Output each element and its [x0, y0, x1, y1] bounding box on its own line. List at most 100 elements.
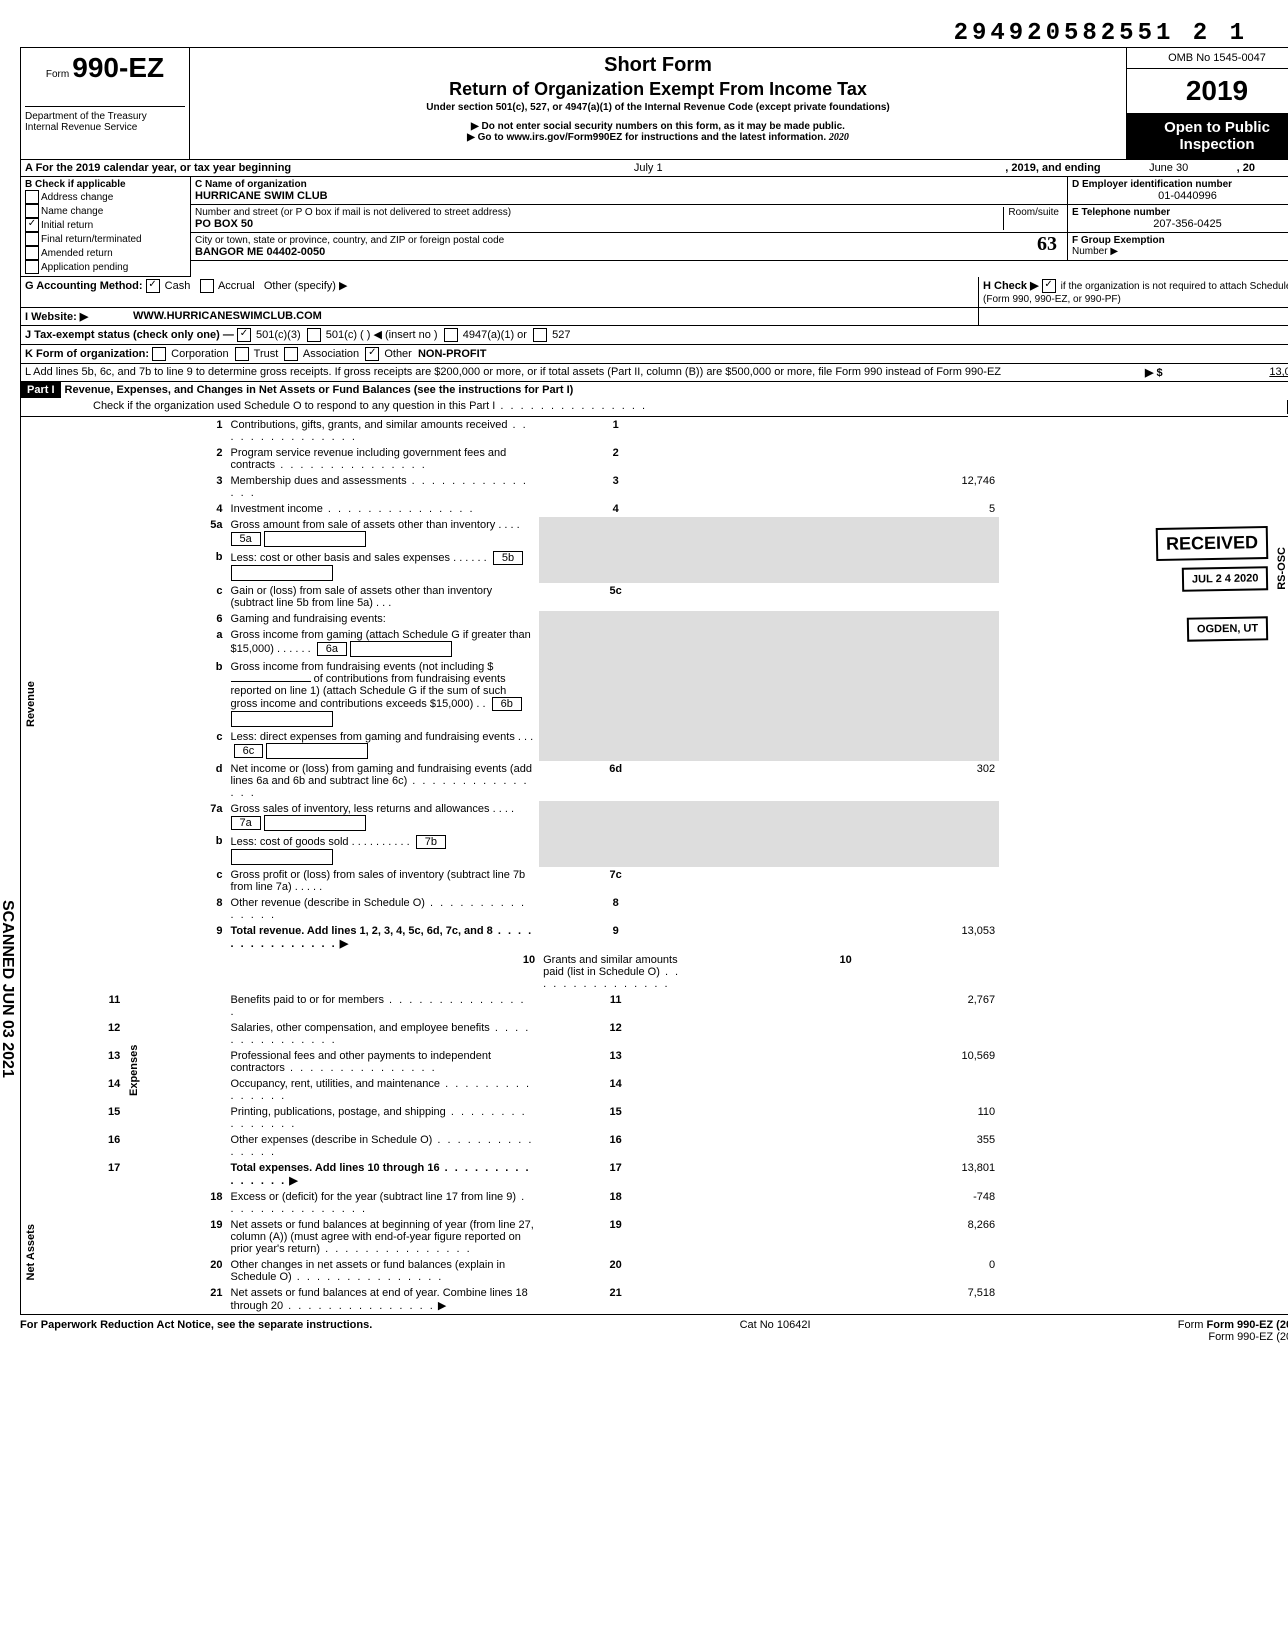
line-a-label: A For the 2019 calendar year, or tax yea… [21, 160, 295, 176]
part1-table: Revenue 1Contributions, gifts, grants, a… [20, 417, 1288, 1315]
line-a-begin: July 1 [295, 160, 1001, 176]
b-final-return[interactable]: Final return/terminated [25, 232, 186, 246]
box-d-label: D Employer identification number [1072, 179, 1288, 190]
room-suite-label: Room/suite [1003, 207, 1063, 230]
footer-right-full: Form 990-EZ (2019) [20, 1331, 1288, 1343]
subtitle: Under section 501(c), 527, or 4947(a)(1)… [194, 102, 1122, 113]
box-f-sub: Number ▶ [1072, 246, 1288, 257]
line11-amt: 2,767 [692, 992, 999, 1020]
line14-amt [692, 1076, 999, 1104]
line-i-label: I Website: ▶ [21, 308, 129, 325]
part1-label: Part I [21, 382, 61, 398]
b-name-change[interactable]: Name change [25, 204, 186, 218]
line-l-text: L Add lines 5b, 6c, and 7b to line 9 to … [21, 364, 1141, 381]
line-a-yearlabel: , 20 [1233, 160, 1259, 176]
line-a: A For the 2019 calendar year, or tax yea… [20, 160, 1288, 177]
box-c-addr-label: Number and street (or P O box if mail is… [195, 207, 1003, 218]
line1-amt [692, 417, 999, 445]
ssn-warning: ▶ Do not enter social security numbers o… [194, 121, 1122, 132]
telephone: 207-356-0425 [1072, 218, 1288, 230]
line12-amt [692, 1020, 999, 1048]
org-address: PO BOX 50 [195, 218, 1003, 230]
date-stamp: JUL 2 4 2020 [1181, 566, 1268, 592]
box-f-label: F Group Exemption [1072, 235, 1288, 246]
line19-amt: 8,266 [692, 1217, 999, 1257]
netassets-label: Net Assets [21, 1189, 125, 1315]
line2-amt [692, 445, 999, 473]
header-grid: B Check if applicable Address change Nam… [20, 177, 1288, 277]
form-label: Form [46, 69, 69, 80]
line13-amt: 10,569 [692, 1048, 999, 1076]
short-form-title: Short Form [194, 54, 1122, 77]
website: WWW.HURRICANESWIMCLUB.COM [129, 308, 978, 325]
barcode-number: 294920582551 2 1 [20, 20, 1288, 47]
part1-title: Revenue, Expenses, and Changes in Net As… [61, 382, 1288, 398]
box-b-header: B Check if applicable [25, 179, 186, 190]
box-c-name-label: C Name of organization [195, 179, 1063, 190]
line10-amt [999, 952, 1288, 992]
j-527-checkbox[interactable] [533, 328, 547, 342]
footer-left: For Paperwork Reduction Act Notice, see … [20, 1319, 372, 1331]
g-cash-checkbox[interactable]: ✓ [146, 279, 160, 293]
b-amended[interactable]: Amended return [25, 246, 186, 260]
page-footer: For Paperwork Reduction Act Notice, see … [20, 1315, 1288, 1331]
h-checkbox[interactable]: ✓ [1042, 279, 1056, 293]
scanned-stamp: SCANNED JUN 03 2021 [0, 900, 16, 1078]
line4-amt: 5 [692, 501, 999, 517]
j-501c-checkbox[interactable] [307, 328, 321, 342]
j-4947-checkbox[interactable] [444, 328, 458, 342]
k-assoc-checkbox[interactable] [284, 347, 298, 361]
revenue-label: Revenue [21, 417, 125, 992]
part1-checkline: Check if the organization used Schedule … [89, 398, 1283, 416]
line-a-mid: , 2019, and ending [1001, 160, 1104, 176]
line-a-endyear: 20 [1259, 160, 1288, 176]
line15-amt: 110 [692, 1104, 999, 1132]
form-number: 990-EZ [72, 52, 164, 83]
line-l-value: 13,053 [1199, 364, 1288, 381]
received-stamp: RECEIVED [1156, 526, 1269, 561]
dept-treasury: Department of the Treasury Internal Reve… [25, 106, 185, 133]
k-other-checkbox[interactable]: ✓ [365, 347, 379, 361]
org-city: BANGOR ME 04402-0050 63 [195, 246, 1063, 258]
footer-mid: Cat No 10642I [740, 1319, 811, 1331]
line3-amt: 12,746 [692, 473, 999, 501]
ein: 01-0440996 [1072, 190, 1288, 202]
expenses-label: Expenses [124, 952, 226, 1189]
line-g: G Accounting Method: ✓ Cash Accrual Othe… [21, 277, 978, 307]
line-j: J Tax-exempt status (check only one) — ✓… [21, 326, 1288, 344]
line16-amt: 355 [692, 1132, 999, 1160]
tax-year: 2019 [1127, 69, 1288, 113]
line-a-end: June 30 [1105, 160, 1233, 176]
line-l-arrow: ▶ $ [1141, 364, 1199, 381]
line20-amt: 0 [692, 1257, 999, 1285]
line9-amt: 13,053 [692, 923, 999, 952]
b-address-change[interactable]: Address change [25, 190, 186, 204]
line21-amt: 7,518 [692, 1285, 999, 1315]
ogden-stamp: OGDEN, UT [1187, 616, 1269, 641]
line8-amt [692, 895, 999, 923]
footer-right: Form Form 990-EZ (2019) [1178, 1319, 1288, 1331]
line5c-amt [692, 583, 999, 611]
org-name: HURRICANE SWIM CLUB [195, 190, 1063, 202]
goto-url: ▶ Go to www.irs.gov/Form990EZ for instru… [194, 132, 1122, 143]
b-initial-return[interactable]: ✓Initial return [25, 218, 186, 232]
line17-amt: 13,801 [692, 1160, 999, 1189]
return-title: Return of Organization Exempt From Incom… [194, 79, 1122, 100]
k-corp-checkbox[interactable] [152, 347, 166, 361]
line-h: H Check ▶ ✓ if the organization is not r… [978, 277, 1288, 307]
open-to-public: Open to Public Inspection [1127, 113, 1288, 159]
line-k: K Form of organization: Corporation Trus… [21, 345, 1288, 363]
omb-number: OMB No 1545-0047 [1127, 48, 1288, 69]
j-501c3-checkbox[interactable]: ✓ [237, 328, 251, 342]
g-accrual-checkbox[interactable] [200, 279, 214, 293]
b-app-pending[interactable]: Application pending [25, 260, 186, 274]
k-trust-checkbox[interactable] [235, 347, 249, 361]
line18-amt: -748 [692, 1189, 999, 1217]
line-h-cont [978, 308, 1288, 325]
form-header: Form 990-EZ Department of the Treasury I… [20, 47, 1288, 160]
rsosc-stamp: RS-OSC [1276, 547, 1288, 590]
line7c-amt [692, 867, 999, 895]
line6d-amt: 302 [692, 761, 999, 801]
box-e-label: E Telephone number [1072, 207, 1288, 218]
box-c-city-label: City or town, state or province, country… [195, 235, 1063, 246]
